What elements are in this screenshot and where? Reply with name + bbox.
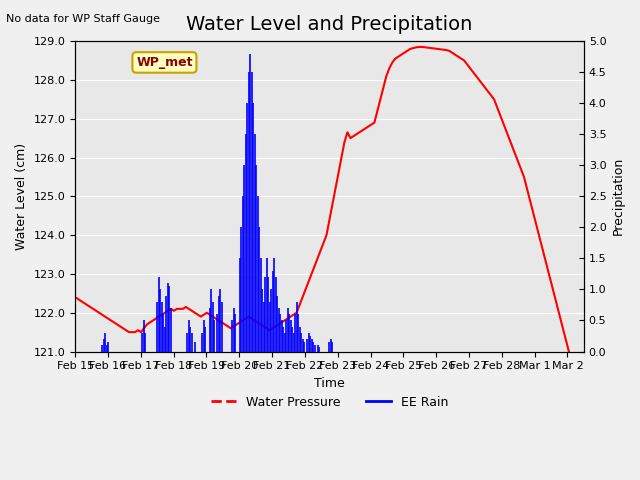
Y-axis label: Water Level (cm): Water Level (cm) [15, 143, 28, 250]
Y-axis label: Precipitation: Precipitation [612, 157, 625, 236]
Legend: Water Pressure, EE Rain: Water Pressure, EE Rain [206, 391, 453, 414]
Text: No data for WP Staff Gauge: No data for WP Staff Gauge [6, 14, 161, 24]
Text: WP_met: WP_met [136, 56, 193, 69]
X-axis label: Time: Time [314, 377, 345, 390]
Title: Water Level and Precipitation: Water Level and Precipitation [186, 15, 473, 34]
